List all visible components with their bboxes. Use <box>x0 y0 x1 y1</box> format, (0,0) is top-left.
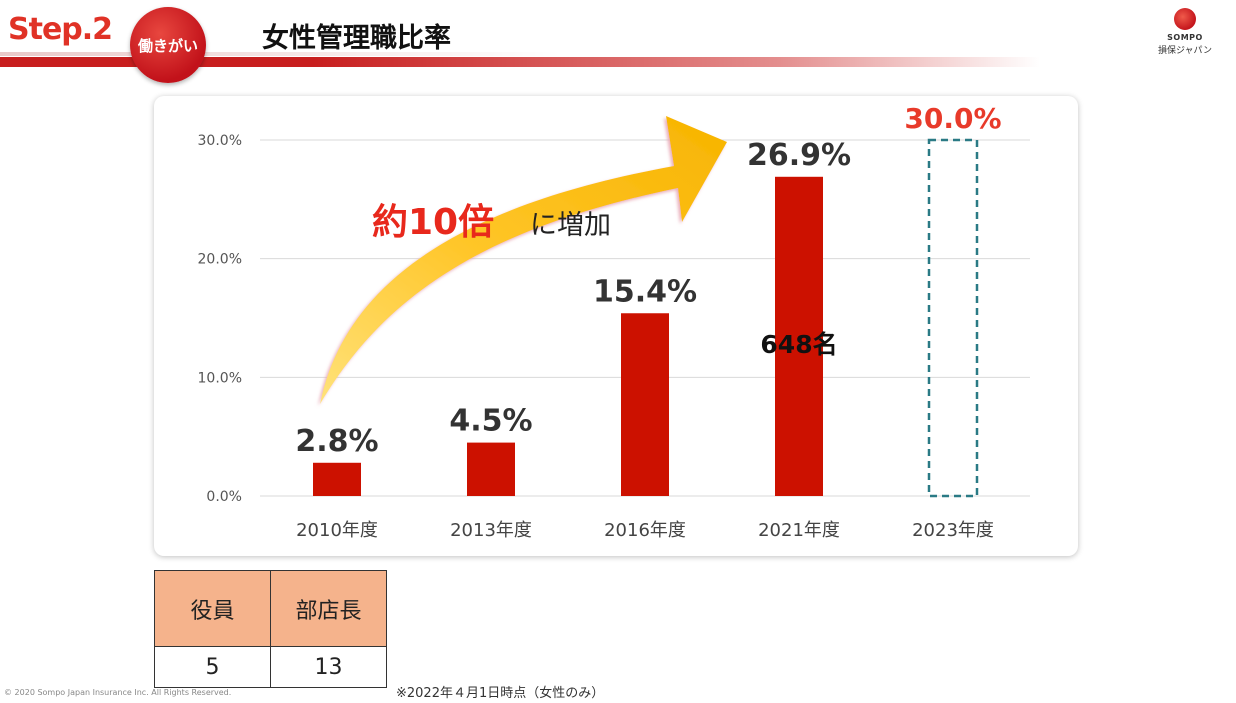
bar <box>775 176 823 496</box>
footnote: ※2022年４月1日時点（女性のみ） <box>396 686 605 701</box>
table-cell-officers: 5 <box>154 646 271 688</box>
y-tick-label: 0.0% <box>206 489 242 505</box>
headcount-label: 648名 <box>760 330 837 359</box>
table-cell-branch-managers: 13 <box>270 646 387 688</box>
data-label: 26.9% <box>747 138 851 173</box>
slide-header: Step.2 働きがい 女性管理職比率 SOMPO 損保ジャパン <box>0 0 1236 95</box>
copyright: © 2020 Sompo Japan Insurance Inc. All Ri… <box>4 688 232 697</box>
bars-layer <box>313 138 979 498</box>
table-row: 5 13 <box>154 646 387 688</box>
x-tick-label: 2013年度 <box>450 520 532 541</box>
x-tick-label: 2010年度 <box>296 520 378 541</box>
chart-card: 0.0% 10.0% 20.0% 30.0% 2.8% 2010年度 4.5% 2013年度… <box>154 96 1078 556</box>
y-tick-label: 20.0% <box>198 252 242 268</box>
data-label: 15.4% <box>593 274 697 309</box>
labels-layer: 2.8% 2010年度 4.5% 2013年度 15.4% 2016年度 26.9% 2021… <box>295 102 1001 541</box>
arrow-text-main: 約10倍 <box>372 202 494 243</box>
y-tick-label: 30.0% <box>198 133 242 149</box>
y-tick-label: 10.0% <box>198 370 242 386</box>
data-label: 4.5% <box>449 404 532 439</box>
table-header-officers: 役員 <box>154 570 271 647</box>
growth-arrow-shape <box>320 116 727 404</box>
target-bar <box>927 138 979 498</box>
table-header-branch-managers: 部店長 <box>270 570 387 647</box>
arrow-text-sub: に増加 <box>530 210 611 241</box>
bar <box>313 462 361 496</box>
category-badge: 働きがい <box>130 7 206 83</box>
executive-count-table: 役員 部店長 5 13 <box>154 570 387 688</box>
bar-chart: 0.0% 10.0% 20.0% 30.0% 2.8% 2010年度 4.5% 2013年度… <box>198 102 1030 541</box>
header-accent-line <box>0 52 560 56</box>
table-header-row: 役員 部店長 <box>154 570 387 647</box>
bar <box>467 442 515 496</box>
data-label: 30.0% <box>904 102 1001 135</box>
badge-text: 働きがい <box>137 37 198 55</box>
growth-arrow <box>320 116 727 404</box>
header-red-bar <box>0 57 1040 67</box>
logo-english: SOMPO <box>1167 33 1203 42</box>
page-title: 女性管理職比率 <box>262 23 451 54</box>
logo-mark-icon <box>1174 8 1196 30</box>
step-label: Step.2 <box>8 12 113 47</box>
x-tick-label: 2023年度 <box>912 520 994 541</box>
logo-japanese: 損保ジャパン <box>1157 46 1212 56</box>
bar <box>621 313 669 496</box>
x-tick-label: 2016年度 <box>604 520 686 541</box>
data-label: 2.8% <box>295 424 378 459</box>
company-logo: SOMPO 損保ジャパン <box>1150 8 1220 68</box>
x-tick-label: 2021年度 <box>758 520 840 541</box>
